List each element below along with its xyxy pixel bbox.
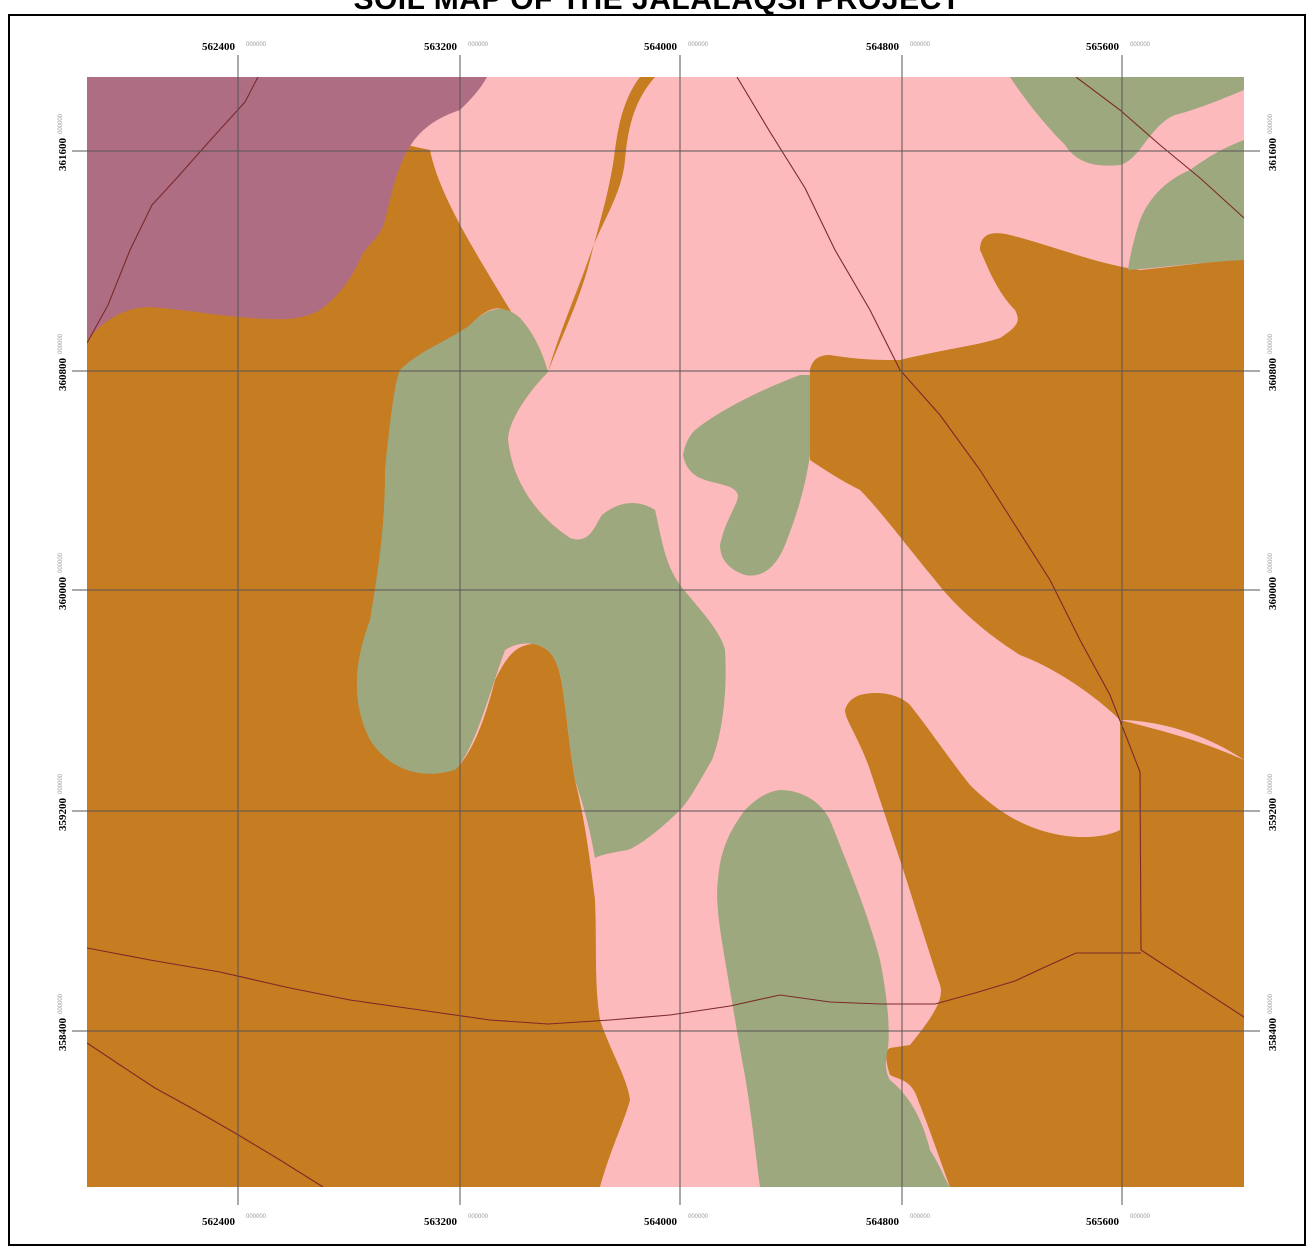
x-tick-top-suffix-562400: 000000 <box>246 42 267 48</box>
soil-unit-green-south[interactable] <box>717 790 950 1187</box>
x-tick-top-suffix-563200: 000000 <box>468 42 489 48</box>
canal-sw[interactable] <box>87 1042 324 1187</box>
x-tick-bottom-565600: 565600 <box>1086 1216 1120 1228</box>
y-axis-labels-left: 361600 000000 360800 000000 360000 00000… <box>57 113 69 1051</box>
x-axis-labels-bottom: 562400 000000 563200 000000 564000 00000… <box>202 1214 1151 1228</box>
x-tick-bottom-564000: 564000 <box>644 1216 678 1228</box>
y-tick-left-361600: 361600 <box>57 138 69 172</box>
y-tick-right-suffix-360800: 000000 <box>1268 333 1274 354</box>
x-tick-top-suffix-564000: 000000 <box>688 42 709 48</box>
y-tick-right-358400: 358400 <box>1267 1018 1279 1052</box>
x-tick-bottom-suffix-564800: 000000 <box>910 1214 931 1220</box>
soil-unit-brown-east-upper[interactable] <box>810 233 1244 760</box>
soil-units <box>87 77 1244 1192</box>
map-frame <box>8 14 1306 1246</box>
soil-unit-purple-nw[interactable] <box>87 77 487 340</box>
canal-ne[interactable] <box>1075 77 1244 219</box>
soil-unit-green-ne-2[interactable] <box>1128 140 1244 270</box>
y-tick-right-suffix-359200: 000000 <box>1268 773 1274 794</box>
x-tick-bottom-suffix-563200: 000000 <box>468 1214 489 1220</box>
x-tick-bottom-563200: 563200 <box>424 1216 458 1228</box>
y-tick-right-suffix-360000: 000000 <box>1268 552 1274 573</box>
y-tick-right-suffix-358400: 000000 <box>1268 993 1274 1014</box>
x-tick-bottom-564800: 564800 <box>866 1216 900 1228</box>
x-tick-top-suffix-565600: 000000 <box>1130 42 1151 48</box>
canal-nw[interactable] <box>87 77 259 344</box>
soil-unit-green-ne-1[interactable] <box>1010 77 1244 166</box>
x-tick-top-564000: 564000 <box>644 41 678 53</box>
y-tick-left-suffix-361600: 000000 <box>58 113 64 134</box>
y-tick-left-suffix-360000: 000000 <box>58 552 64 573</box>
y-tick-left-359200: 359200 <box>57 798 69 832</box>
y-tick-left-360800: 360800 <box>57 358 69 392</box>
y-tick-left-360000: 360000 <box>57 577 69 611</box>
x-tick-top-563200: 563200 <box>424 41 458 53</box>
x-tick-bottom-562400: 562400 <box>202 1216 236 1228</box>
coordinate-grid <box>72 55 1260 1205</box>
title-wrap: SOIL MAP OF THE JALALAQSI PROJECT <box>0 0 1314 18</box>
soil-unit-green-peninsula[interactable] <box>683 375 810 576</box>
x-tick-top-562400: 562400 <box>202 41 236 53</box>
y-tick-right-359200: 359200 <box>1267 798 1279 832</box>
canal-diagonal-main[interactable] <box>736 77 1244 1018</box>
canal-south-main[interactable] <box>87 947 1141 1025</box>
soil-unit-green-centre[interactable] <box>356 308 726 858</box>
map-title: SOIL MAP OF THE JALALAQSI PROJECT <box>0 0 1314 18</box>
y-tick-right-360800: 360800 <box>1267 358 1279 392</box>
x-tick-bottom-suffix-565600: 000000 <box>1130 1214 1151 1220</box>
soil-unit-brown-east-lower[interactable] <box>845 693 1244 1192</box>
x-tick-bottom-suffix-562400: 000000 <box>246 1214 267 1220</box>
x-tick-top-565600: 565600 <box>1086 41 1120 53</box>
y-tick-left-358400: 358400 <box>57 1018 69 1052</box>
y-tick-left-suffix-358400: 000000 <box>58 993 64 1014</box>
y-tick-right-360000: 360000 <box>1267 577 1279 611</box>
canal-lines <box>87 77 1244 1187</box>
y-tick-right-361600: 361600 <box>1267 138 1279 172</box>
x-tick-top-564800: 564800 <box>866 41 900 53</box>
x-axis-labels-top: 562400 000000 563200 000000 564000 00000… <box>202 41 1151 53</box>
y-axis-labels-right: 361600 000000 360800 000000 360000 00000… <box>1267 113 1279 1051</box>
x-tick-bottom-suffix-564000: 000000 <box>688 1214 709 1220</box>
y-tick-right-suffix-361600: 000000 <box>1268 113 1274 134</box>
x-tick-top-suffix-564800: 000000 <box>910 42 931 48</box>
y-tick-left-suffix-360800: 000000 <box>58 333 64 354</box>
y-tick-left-suffix-359200: 000000 <box>58 773 64 794</box>
